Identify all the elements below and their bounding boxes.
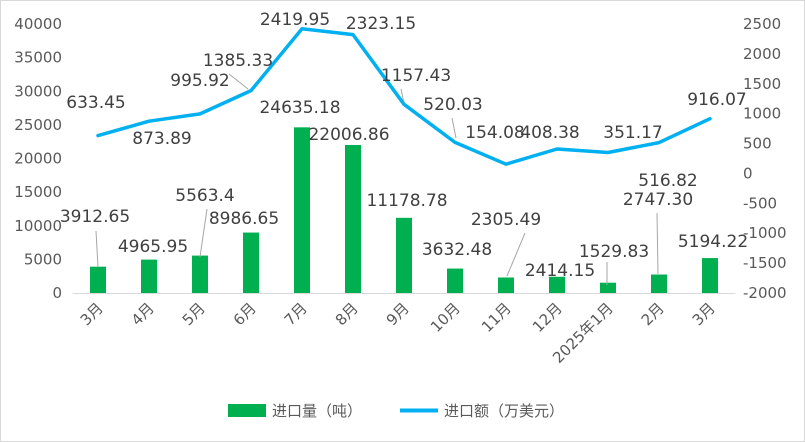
bar-leader-line-9 <box>506 232 526 277</box>
line-leader-line-8 <box>451 117 457 139</box>
line-label-11: 351.17 <box>603 123 662 143</box>
leader-lines-layer <box>95 73 659 285</box>
y-left-tick-1: 5000 <box>24 250 62 268</box>
line-label-10: 408.38 <box>520 123 579 143</box>
data-labels-layer: 3912.65 4965.95 5563.4 8986.65 24635.18 22006… <box>60 10 748 281</box>
bar-9 <box>498 277 514 293</box>
bar-7 <box>396 217 412 293</box>
bar-label-4: 8986.65 <box>209 209 279 229</box>
line-label-8: 520.03 <box>423 95 482 115</box>
line-label-6: 2323.15 <box>346 14 416 34</box>
bar-label-13: 5194.22 <box>678 232 748 252</box>
y-right-tick-2: -1000 <box>743 224 787 242</box>
bars-layer <box>90 127 718 293</box>
y-left-tick-2: 10000 <box>14 217 62 235</box>
line-label-2: 873.89 <box>132 129 191 149</box>
y-right-tick-6: 1000 <box>743 105 781 123</box>
y-right-tick-5: 500 <box>743 135 772 153</box>
legend-label-line: 进口额（万美元） <box>444 402 564 420</box>
bar-8 <box>447 268 463 293</box>
line-leader-line-4 <box>228 73 249 90</box>
bar-label-5: 24635.18 <box>259 98 340 118</box>
legend-label-bar: 进口量（吨） <box>272 402 362 420</box>
bar-2 <box>141 259 157 293</box>
line-label-5: 2419.95 <box>260 10 330 30</box>
import-value-line <box>96 27 712 166</box>
bar-3 <box>192 255 208 293</box>
y-left-tick-4: 20000 <box>14 150 62 168</box>
y-right-tick-1: -1500 <box>743 254 787 272</box>
y-left-tick-6: 30000 <box>14 82 62 100</box>
line-label-7: 1157.43 <box>381 66 451 86</box>
line-label-12: 516.82 <box>638 171 697 191</box>
y-right-tick-7: 1500 <box>743 75 781 93</box>
bar-label-10: 2414.15 <box>525 261 595 281</box>
y-right-tick-9: 2500 <box>743 15 781 33</box>
bar-10 <box>549 276 565 293</box>
y-right-tick-3: -500 <box>743 194 777 212</box>
bar-label-8: 3632.48 <box>422 240 492 260</box>
y-left-tick-7: 35000 <box>14 49 62 67</box>
bar-5 <box>294 127 310 293</box>
legend: 进口量（吨） 进口额（万美元） <box>228 402 564 420</box>
bar-label-9: 2305.49 <box>471 210 541 230</box>
legend-swatch-bar <box>228 404 266 417</box>
bar-label-7: 11178.78 <box>366 191 447 211</box>
bar-label-3: 5563.4 <box>175 186 234 206</box>
y-right-tick-0: -2000 <box>743 284 787 302</box>
y-left-tick-5: 25000 <box>14 116 62 134</box>
bar-leader-line-3 <box>199 208 208 258</box>
bar-label-6: 22006.86 <box>308 125 389 145</box>
bar-label-1: 3912.65 <box>60 207 130 227</box>
bar-6 <box>345 145 361 293</box>
y-left-tick-8: 40000 <box>14 15 62 33</box>
bar-label-11: 1529.83 <box>579 242 649 262</box>
bar-12 <box>651 274 667 293</box>
line-label-1: 633.45 <box>66 93 125 113</box>
y-right-tick-4: 0 <box>743 164 753 182</box>
bar-label-12: 2747.30 <box>623 190 693 210</box>
line-layer <box>96 27 712 166</box>
bar-label-2: 4965.95 <box>118 237 188 257</box>
bar-leader-line-1 <box>95 230 99 268</box>
line-label-4: 1385.33 <box>203 51 273 71</box>
bar-4 <box>243 232 259 293</box>
y-left-tick-0: 0 <box>52 284 62 302</box>
bar-leader-line-12 <box>656 212 659 275</box>
bar-11 <box>600 282 616 293</box>
y-left-tick-3: 15000 <box>14 183 62 201</box>
line-label-3: 995.92 <box>170 71 229 91</box>
bar-1 <box>90 266 106 293</box>
line-label-9: 154.08 <box>465 123 524 143</box>
line-label-13: 916.07 <box>687 90 746 110</box>
bar-13 <box>702 258 718 293</box>
y-right-tick-8: 2000 <box>743 45 781 63</box>
